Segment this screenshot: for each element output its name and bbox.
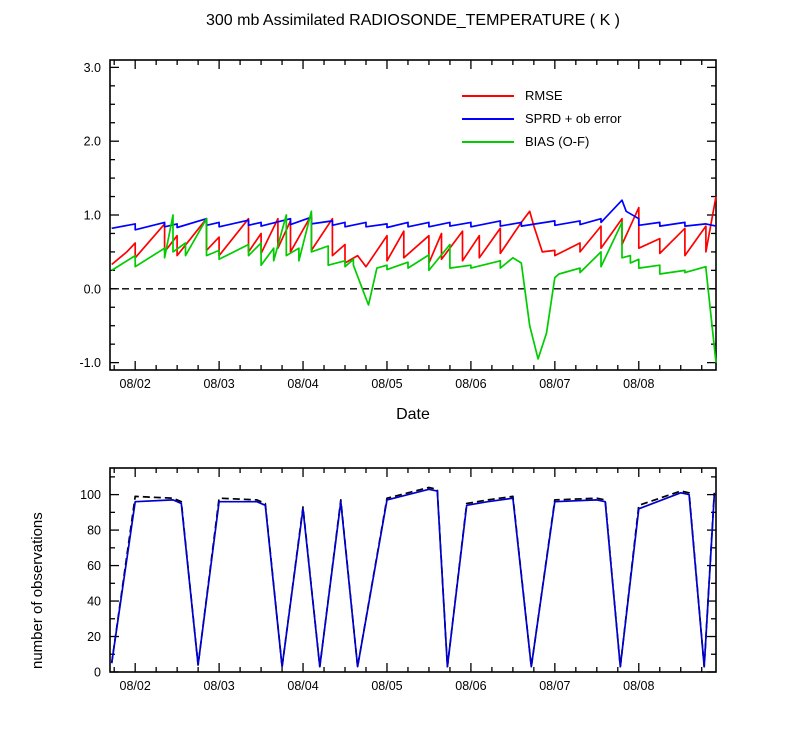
rmse-line-swatch (462, 94, 514, 97)
sprd-line-swatch (462, 117, 514, 120)
tick-labels: 08/02 08/03 08/04 08/05 08/06 08/07 08/08 0 20 40… (80, 488, 654, 693)
bias-line-swatch (462, 140, 514, 143)
page-title: 300 mb Assimilated RADIOSONDE_TEMPERATUR… (205, 12, 621, 29)
x-tick-label: 08/06 (455, 679, 486, 693)
x-tick-label: 08/08 (623, 377, 654, 391)
x-tick-label: 08/04 (287, 377, 318, 391)
y-tick-label: 3.0 (84, 61, 101, 75)
y-tick-label: 40 (87, 595, 101, 609)
legend-item-bias: BIAS (O-F) (462, 130, 621, 153)
x-axis-title: Date (396, 406, 430, 423)
legend-item-rmse: RMSE (462, 84, 621, 107)
legend-label-bias: BIAS (O-F) (525, 134, 590, 149)
legend-label-sprd: SPRD + ob error (525, 111, 622, 126)
x-tick-label: 08/08 (623, 679, 654, 693)
x-tick-label: 08/06 (455, 377, 486, 391)
x-tick-label: 08/07 (539, 679, 570, 693)
y-tick-label: 2.0 (84, 135, 101, 149)
tick-marks (110, 468, 716, 673)
y-tick-label: 80 (87, 524, 101, 538)
legend-item-sprd: SPRD + ob error (462, 107, 621, 130)
y-tick-label: -1.0 (79, 356, 101, 370)
tick-labels: 08/02 08/03 08/04 08/05 08/06 08/07 08/08 -1.0 0… (79, 61, 654, 391)
legend-label-rmse: RMSE (525, 88, 563, 103)
x-tick-label: 08/02 (120, 679, 151, 693)
x-tick-label: 08/02 (120, 377, 151, 391)
x-tick-label: 08/05 (371, 377, 402, 391)
axis-frame (109, 467, 717, 673)
top-chart: 08/02 08/03 08/04 08/05 08/06 08/07 08/08 -1.0 0… (79, 59, 717, 391)
series-sprd-ob-error (111, 199, 717, 231)
y-tick-label: 1.0 (84, 209, 101, 223)
y-tick-label: 0.0 (84, 282, 101, 296)
x-tick-label: 08/04 (287, 679, 318, 693)
bottom-chart: 08/02 08/03 08/04 08/05 08/06 08/07 08/08 0 20 40… (80, 467, 717, 693)
x-tick-label: 08/03 (203, 679, 234, 693)
y-tick-label: 20 (87, 630, 101, 644)
series-obs-count-solid (110, 488, 716, 668)
axis-frame (109, 59, 717, 371)
series-rmse (111, 196, 717, 268)
legend: RMSE SPRD + ob error BIAS (O-F) (462, 84, 621, 153)
x-tick-label: 08/05 (371, 679, 402, 693)
tick-marks (110, 60, 716, 370)
series-bias-o-f- (111, 210, 717, 363)
y-tick-label: 60 (87, 559, 101, 573)
y-axis-title-observations: number of observations (29, 512, 46, 669)
x-tick-label: 08/07 (539, 377, 570, 391)
y-tick-label: 100 (80, 488, 101, 502)
x-tick-label: 08/03 (203, 377, 234, 391)
y-tick-label: 0 (94, 666, 101, 680)
